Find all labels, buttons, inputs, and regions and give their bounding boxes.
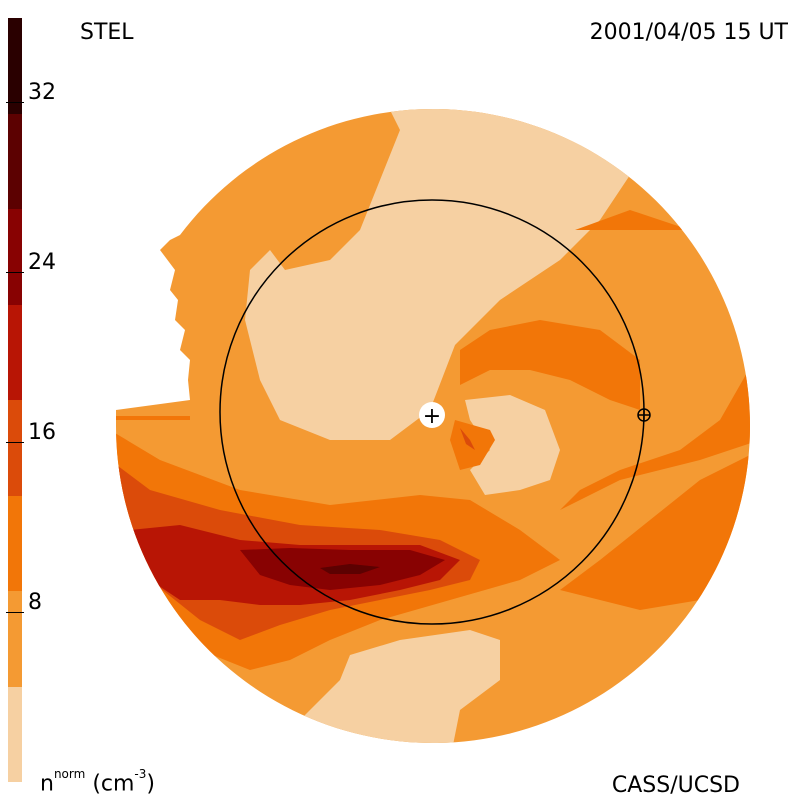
colorbar-segment (8, 209, 22, 305)
density-arm-east-outer (560, 210, 750, 510)
unit-text: (cm (92, 771, 135, 796)
observatory-label: STEL (80, 20, 134, 45)
colorbar-segment (8, 400, 22, 496)
colorbar-tick-16 (6, 442, 24, 443)
unit-superscript: norm (53, 766, 86, 781)
colorbar-segment (8, 495, 22, 591)
colorbar-tick-32 (6, 102, 24, 103)
sun-marker: + (423, 404, 441, 429)
density-patch-sun-core (460, 428, 475, 450)
sun-icon (419, 402, 445, 428)
timestamp-label: 2001/04/05 15 UT (589, 20, 788, 45)
colorbar-segment (8, 113, 22, 209)
credit-label: CASS/UCSD (611, 773, 740, 798)
density-field (115, 108, 750, 743)
low-density-region-center (465, 395, 560, 495)
colorbar-segment (8, 18, 22, 114)
colorbar-tick-8 (6, 612, 24, 613)
colorbar-label-16: 16 (28, 420, 56, 445)
unit-exponent: -3 (134, 766, 147, 781)
colorbar-tick-24 (6, 272, 24, 273)
density-arm-east (460, 320, 640, 410)
low-density-region-north (245, 108, 640, 440)
unit-close: ) (146, 771, 155, 796)
colorbar-label-32: 32 (28, 80, 56, 105)
colorbar-segment (8, 304, 22, 400)
unit-label: nnorm (cm-3) (40, 767, 155, 796)
colorbar-label-8: 8 (28, 590, 42, 615)
density-peak (320, 564, 380, 574)
colorbar-segment (8, 686, 22, 782)
unit-symbol: n (40, 771, 54, 796)
colorbar-label-24: 24 (28, 250, 56, 275)
low-density-region-south (300, 630, 500, 743)
density-arm-southeast (560, 450, 750, 620)
colorbar-segment (8, 591, 22, 687)
colorbar (8, 18, 22, 782)
